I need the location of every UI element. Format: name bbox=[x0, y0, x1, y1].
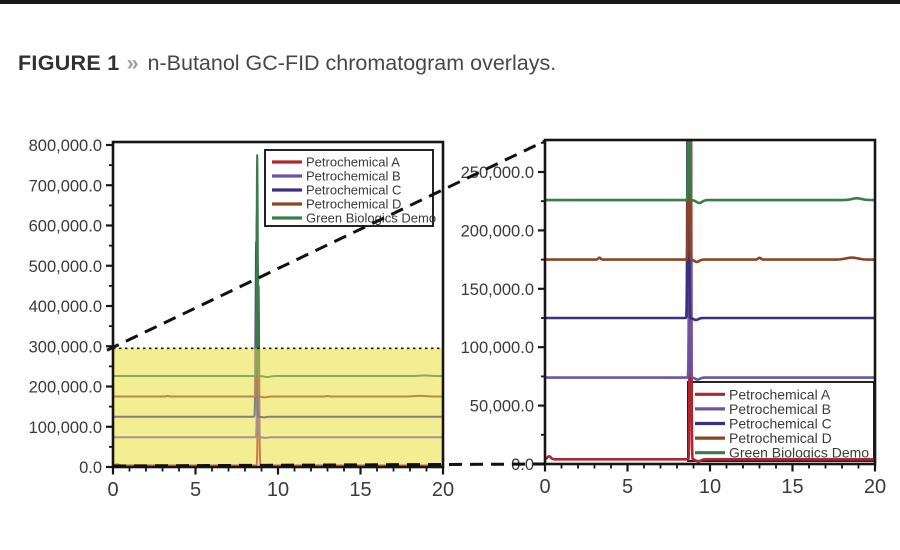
legend-entry-label: Petrochemical A bbox=[729, 386, 831, 402]
x-tick-label: 5 bbox=[190, 479, 201, 501]
legend-entry-label: Green Biologics Demo bbox=[729, 445, 869, 461]
legend-entry-label: Petrochemical B bbox=[729, 401, 831, 417]
legend-entry-label: Petrochemical C bbox=[729, 416, 832, 432]
y-tick-label: 0.0 bbox=[79, 459, 102, 477]
x-tick-label: 0 bbox=[539, 476, 550, 498]
x-tick-label: 0 bbox=[107, 479, 118, 501]
caption-chevron-icon: » bbox=[126, 51, 139, 75]
y-tick-label: 150,000.0 bbox=[461, 281, 534, 299]
y-tick-label: 50,000.0 bbox=[470, 398, 534, 416]
legend-entry-label: Petrochemical D bbox=[729, 430, 832, 446]
x-tick-label: 10 bbox=[699, 476, 721, 498]
y-tick-label: 800,000.0 bbox=[29, 137, 102, 155]
y-tick-label: 700,000.0 bbox=[29, 177, 102, 195]
chromatogram-trace bbox=[113, 264, 443, 439]
legend-entry-label: Petrochemical A bbox=[306, 155, 400, 170]
full-scale-panel: 0 5 10 15 20 0.0 100,000.0 200,000.0 300,000.0 40… bbox=[29, 137, 455, 501]
y-tick-label: 400,000.0 bbox=[29, 298, 102, 316]
chromatogram-trace bbox=[545, 140, 875, 264]
y-tick-label: 100,000.0 bbox=[29, 419, 102, 437]
chromatogram-trace bbox=[545, 140, 875, 381]
y-tick-label: 100,000.0 bbox=[461, 339, 534, 357]
x-tick-label: 15 bbox=[349, 479, 371, 501]
y-tick-label: 250,000.0 bbox=[461, 164, 534, 182]
legend-entry-label: Petrochemical B bbox=[306, 169, 401, 184]
x-tick-label: 10 bbox=[267, 479, 289, 501]
highlight-overlay bbox=[113, 348, 443, 467]
y-tick-label: 600,000.0 bbox=[29, 218, 102, 236]
highlight-region bbox=[113, 348, 443, 467]
chromatogram-trace bbox=[545, 140, 875, 322]
top-border bbox=[0, 0, 900, 4]
y-tick-label: 300,000.0 bbox=[29, 338, 102, 356]
x-tick-label: 20 bbox=[432, 479, 454, 501]
y-tick-label: 500,000.0 bbox=[29, 258, 102, 276]
x-tick-label: 5 bbox=[622, 476, 633, 498]
y-tick-label: 200,000.0 bbox=[29, 379, 102, 397]
chromatogram-trace bbox=[113, 240, 443, 419]
legend-entry-label: Green Biologics Demo bbox=[306, 211, 436, 226]
x-tick-label: 20 bbox=[864, 476, 886, 498]
zoomed-traces bbox=[545, 140, 875, 463]
chromatogram-trace bbox=[545, 140, 875, 463]
x-tick-label: 15 bbox=[781, 476, 803, 498]
figure-caption: FIGURE 1» n-Butanol GC-FID chromatogram o… bbox=[18, 48, 556, 78]
chromatogram-trace bbox=[113, 154, 443, 379]
chromatogram-trace bbox=[545, 140, 875, 205]
chromatogram-trace bbox=[113, 212, 443, 399]
callout-dashed-line-top bbox=[106, 139, 546, 352]
callout-dashed-line-bottom bbox=[112, 462, 546, 468]
legend-entry-label: Petrochemical D bbox=[306, 197, 401, 212]
legend-entry-label: Petrochemical C bbox=[306, 183, 401, 198]
y-tick-label: 200,000.0 bbox=[461, 222, 534, 240]
figure-caption-text: n-Butanol GC-FID chromatogram overlays. bbox=[147, 51, 557, 75]
figure-label: FIGURE 1 bbox=[18, 51, 120, 75]
